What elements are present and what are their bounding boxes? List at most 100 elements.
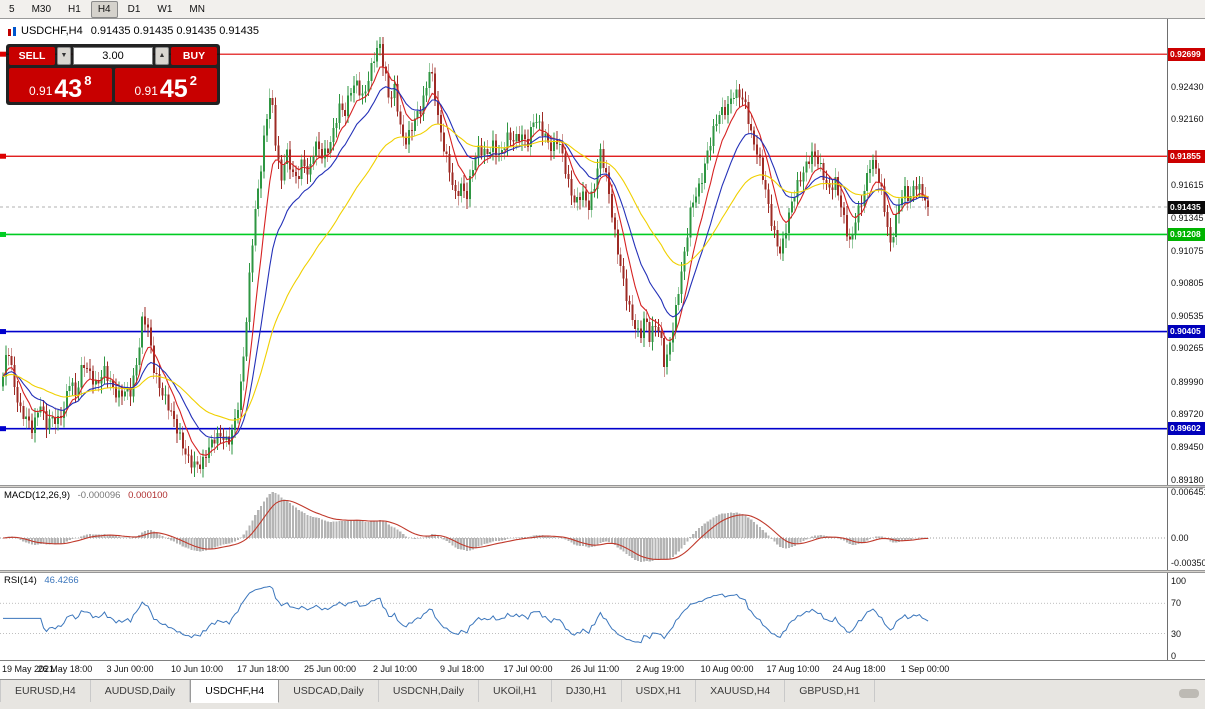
time-axis-label: 17 Jun 18:00 bbox=[236, 664, 290, 674]
timeframe-button-mn[interactable]: MN bbox=[189, 3, 205, 15]
rsi-axis-label: 70 bbox=[1171, 598, 1182, 609]
ask-price-prefix: 0.91 bbox=[134, 84, 158, 98]
time-axis[interactable]: 19 May 2021 26 May 18:00 3 Jun 00:00 10 Jun… bbox=[0, 660, 1205, 679]
time-axis-label: 17 Jul 00:00 bbox=[503, 664, 553, 674]
rsi-axis-label: 30 bbox=[1171, 628, 1182, 639]
rsi-line bbox=[3, 585, 929, 644]
macd-pane[interactable] bbox=[0, 488, 1167, 570]
chart-tab-usdcad-daily[interactable]: USDCAD,Daily bbox=[279, 680, 379, 702]
time-axis-label: 26 Jul 11:00 bbox=[570, 664, 620, 674]
price-tick-label: 0.90805 bbox=[1171, 278, 1204, 289]
rsi-name: RSI(14) bbox=[4, 575, 37, 586]
line-left-marker bbox=[0, 51, 6, 57]
chart-tab-usdx-h1[interactable]: USDX,H1 bbox=[622, 680, 697, 702]
tabbar-scroll-grip[interactable] bbox=[1179, 689, 1199, 698]
bid-price-button[interactable]: 0.91 43 8 bbox=[9, 68, 112, 102]
chart-tab-usdchf-h4[interactable]: USDCHF,H4 bbox=[190, 680, 280, 703]
line-left-marker bbox=[0, 231, 6, 237]
timeframe-button-h1[interactable]: H1 bbox=[68, 3, 81, 15]
time-axis-label: 10 Jun 10:00 bbox=[170, 664, 224, 674]
lot-decrease-button[interactable]: ▼ bbox=[57, 47, 71, 65]
rsi-value: 46.4266 bbox=[44, 575, 79, 586]
timeframe-button-d1[interactable]: D1 bbox=[127, 3, 141, 15]
candles bbox=[2, 37, 930, 478]
timeframe-button-w1[interactable]: W1 bbox=[157, 3, 173, 15]
buy-button[interactable]: BUY bbox=[171, 47, 217, 65]
macd-axis-label: 0.00 bbox=[1171, 533, 1189, 544]
time-axis-label: 3 Jun 00:00 bbox=[106, 664, 154, 674]
current-price-badge: 0.91435 bbox=[1168, 200, 1205, 214]
pane-splitter-macd[interactable] bbox=[0, 485, 1205, 488]
price-tick-label: 0.92160 bbox=[1171, 114, 1204, 125]
chart-tab-audusd-daily[interactable]: AUDUSD,Daily bbox=[91, 680, 191, 702]
time-axis-label: 2 Jul 10:00 bbox=[372, 664, 418, 674]
price-tick-label: 0.91075 bbox=[1171, 245, 1204, 256]
rsi-pane[interactable] bbox=[0, 573, 1167, 660]
price-tick-label: 0.91345 bbox=[1171, 212, 1204, 223]
timeframe-button-h4[interactable]: H4 bbox=[90, 0, 118, 18]
rsi-label: RSI(14) 46.4266 bbox=[4, 575, 79, 586]
chart-tab-eurusd-h4[interactable]: EURUSD,H4 bbox=[0, 680, 91, 702]
chart-tab-usdcnh-daily[interactable]: USDCNH,Daily bbox=[379, 680, 479, 702]
ask-price-sup: 2 bbox=[189, 73, 197, 88]
timeframe-button-5[interactable]: 5 bbox=[9, 3, 15, 15]
rsi-axis-label: 100 bbox=[1171, 575, 1187, 586]
symbol-icon bbox=[8, 26, 17, 36]
chevron-down-icon: ▼ bbox=[60, 52, 68, 59]
macd-main-value: -0.000096 bbox=[77, 490, 121, 501]
price-tick-label: 0.89990 bbox=[1171, 376, 1204, 387]
chart-tab-dj30-h1[interactable]: DJ30,H1 bbox=[552, 680, 622, 702]
chart-tab-ukoil-h1[interactable]: UKOil,H1 bbox=[479, 680, 552, 702]
ma-line-18 bbox=[2, 86, 929, 439]
line-left-marker bbox=[0, 426, 6, 432]
price-tick-label: 0.89720 bbox=[1171, 409, 1204, 420]
timeframe-toolbar: 5 M30 H1 H4 D1 W1 MN bbox=[0, 0, 1205, 19]
time-axis-label: 26 May 18:00 bbox=[37, 664, 93, 674]
chart-ohlc-quotes: 0.91435 0.91435 0.91435 0.91435 bbox=[90, 25, 259, 37]
chart-tab-xauusd-h4[interactable]: XAUUSD,H4 bbox=[696, 680, 786, 702]
time-axis-label: 19 May 2021 bbox=[2, 664, 55, 674]
macd-axis-label: -0.00350 bbox=[1171, 558, 1205, 568]
time-axis-label: 2 Aug 19:00 bbox=[635, 664, 685, 674]
macd-signal-line bbox=[2, 499, 929, 560]
chart-tab-gbpusd-h1[interactable]: GBPUSD,H1 bbox=[785, 680, 875, 702]
chevron-up-icon: ▲ bbox=[158, 52, 166, 59]
macd-signal-value: 0.000100 bbox=[128, 490, 168, 501]
chart-header: USDCHF,H4 0.91435 0.91435 0.91435 0.9143… bbox=[8, 25, 259, 37]
time-axis-label: 9 Jul 18:00 bbox=[439, 664, 485, 674]
macd-histogram bbox=[1, 491, 930, 562]
price-tick-label: 0.89180 bbox=[1171, 474, 1204, 485]
lot-size-input[interactable] bbox=[73, 47, 153, 65]
price-tick-label: 0.91615 bbox=[1171, 180, 1204, 191]
ask-price-button[interactable]: 0.91 45 2 bbox=[114, 68, 217, 102]
price-tick-label: 0.92430 bbox=[1171, 81, 1204, 92]
macd-label: MACD(12,26,9) -0.000096 0.000100 bbox=[4, 490, 168, 501]
macd-axis-label: 0.006451 bbox=[1171, 486, 1205, 497]
level-price-badge: 0.89602 bbox=[1168, 422, 1205, 436]
price-axis[interactable]: 0.92430 0.92160 0.91615 0.91345 0.91075 0.908… bbox=[1167, 19, 1205, 679]
time-axis-label: 10 Aug 00:00 bbox=[700, 664, 754, 674]
price-tick-label: 0.90265 bbox=[1171, 343, 1204, 354]
sell-button[interactable]: SELL bbox=[9, 47, 55, 65]
time-axis-label: 25 Jun 00:00 bbox=[303, 664, 357, 674]
time-axis-label: 1 Sep 00:00 bbox=[900, 664, 950, 674]
time-axis-label: 17 Aug 10:00 bbox=[766, 664, 820, 674]
bid-price-prefix: 0.91 bbox=[29, 84, 53, 98]
chart-tabbar: EURUSD,H4 AUDUSD,Daily USDCHF,H4 USDCAD,Dai… bbox=[0, 679, 1205, 709]
pane-splitter-rsi[interactable] bbox=[0, 570, 1205, 573]
chart-symbol-label: USDCHF,H4 bbox=[21, 25, 83, 37]
level-price-badge: 0.91208 bbox=[1168, 227, 1205, 241]
level-price-badge: 0.92699 bbox=[1168, 47, 1205, 61]
lot-increase-button[interactable]: ▲ bbox=[155, 47, 169, 65]
time-axis-label: 24 Aug 18:00 bbox=[832, 664, 886, 674]
level-price-badge: 0.91855 bbox=[1168, 149, 1205, 163]
macd-name: MACD(12,26,9) bbox=[4, 490, 70, 501]
level-price-badge: 0.90405 bbox=[1168, 325, 1205, 339]
line-left-marker bbox=[0, 329, 6, 335]
rsi-axis-label: 0 bbox=[1171, 651, 1177, 662]
ma-line-8 bbox=[2, 66, 929, 456]
timeframe-button-m30[interactable]: M30 bbox=[31, 3, 52, 15]
bid-price-big: 43 bbox=[54, 74, 83, 103]
